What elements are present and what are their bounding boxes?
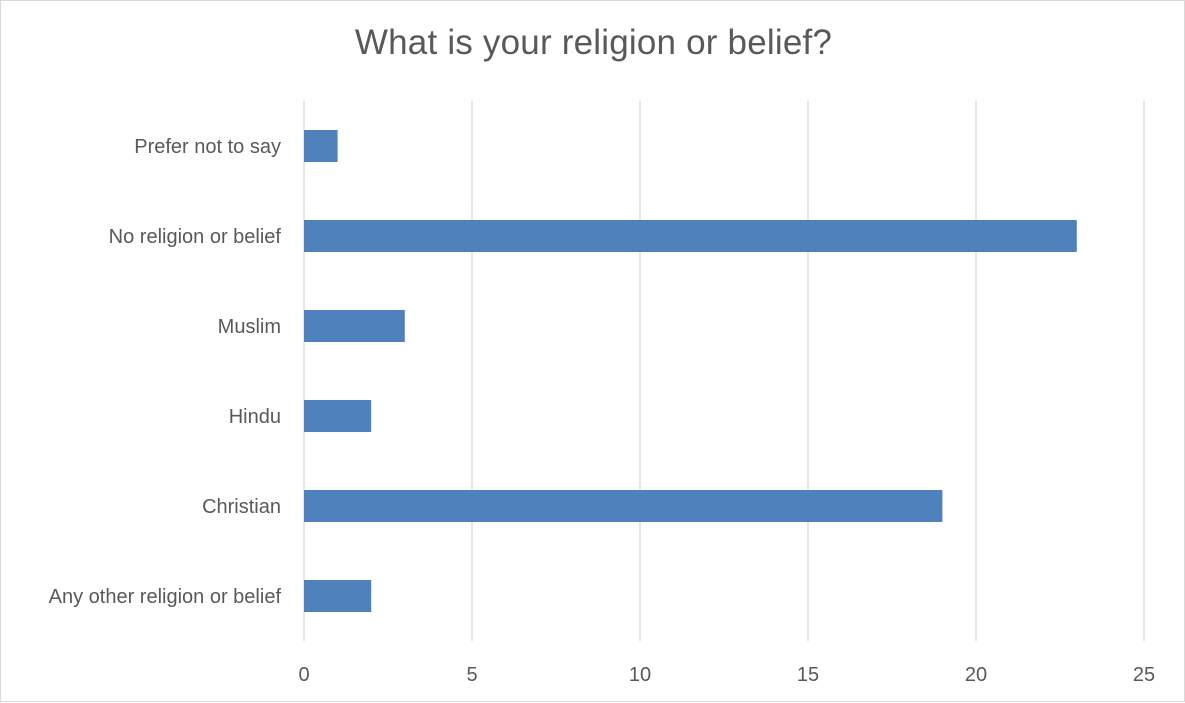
- gridlines: [303, 101, 1145, 641]
- x-tick-label: 0: [298, 664, 309, 686]
- x-tick-label: 25: [1133, 664, 1155, 686]
- bar-christian: [304, 490, 943, 522]
- bar-muslim: [304, 310, 405, 342]
- bar-hindu: [304, 400, 372, 432]
- category-label: Muslim: [218, 316, 281, 338]
- category-label: Christian: [202, 496, 281, 518]
- category-label: Hindu: [229, 406, 281, 428]
- x-axis-tick-labels: 0 5 10 15 20 25: [298, 664, 1155, 686]
- category-label: No religion or belief: [109, 226, 282, 248]
- bar-prefer-not-to-say: [304, 130, 338, 162]
- x-tick-label: 5: [466, 664, 477, 686]
- y-axis-category-labels: Any other religion or belief Christian Hin…: [49, 136, 282, 608]
- x-tick-label: 15: [797, 664, 819, 686]
- bar-no-religion-or-belief: [304, 220, 1077, 252]
- category-label: Prefer not to say: [134, 136, 281, 158]
- x-tick-label: 10: [629, 664, 651, 686]
- bars: [304, 130, 1077, 612]
- chart-title: What is your religion or belief?: [354, 23, 833, 62]
- x-tick-label: 20: [965, 664, 987, 686]
- category-label: Any other religion or belief: [49, 586, 282, 608]
- bar-any-other-religion-or-belief: [304, 580, 372, 612]
